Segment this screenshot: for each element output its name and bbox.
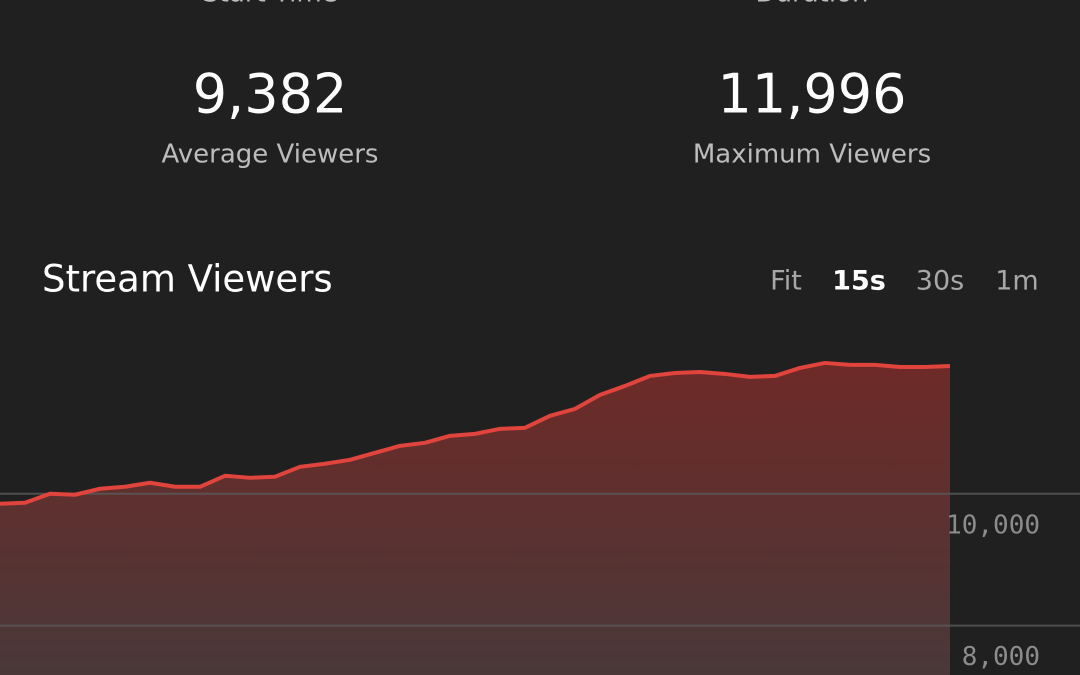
stat-value: 11,996 (718, 63, 907, 126)
area (0, 362, 950, 675)
y-tick-label: 10,000 (946, 510, 1040, 540)
stat-label: Duration (756, 0, 869, 9)
plot: 10,000 8,000 (0, 360, 1080, 675)
y-tick-label: 8,000 (962, 642, 1040, 672)
chart-title: Stream Viewers (42, 258, 333, 301)
stat-value: 9,382 (193, 63, 348, 126)
stat-label: Maximum Viewers (693, 140, 931, 170)
tabs: Fit 15s 30s 1m (770, 266, 1039, 297)
stat-label: Average Viewers (162, 140, 379, 170)
range-tab[interactable]: 30s (916, 266, 964, 297)
line (0, 360, 951, 506)
stat-label: Start Time (202, 0, 337, 9)
range-tab[interactable]: 1m (995, 266, 1038, 297)
range-tab[interactable]: Fit (770, 266, 802, 297)
range-tab[interactable]: 15s (832, 266, 886, 297)
